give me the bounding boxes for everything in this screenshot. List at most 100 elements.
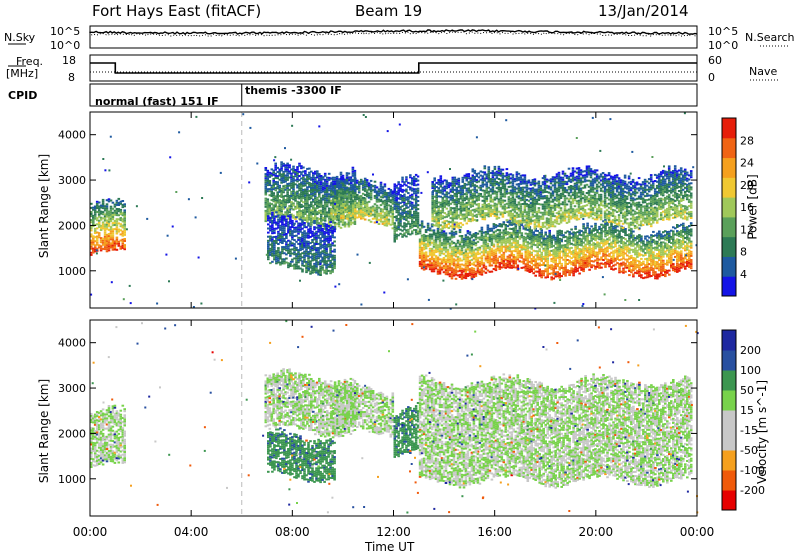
power-cell [546,241,549,244]
power-cell [456,266,460,269]
power-cell [452,270,456,273]
power-cell [482,250,486,252]
power-cell [526,267,530,270]
power-cell [304,208,307,211]
power-cell [299,253,302,256]
power-cell [642,270,645,273]
power-cell [302,205,305,208]
power-cell [414,190,418,193]
power-cell [642,266,645,269]
power-cell [442,261,446,263]
power-cell [352,188,355,191]
power-cell [414,173,418,176]
power-cell [403,222,406,225]
power-cell [504,240,508,243]
power-cell [636,249,639,252]
power-cell [375,204,379,207]
power-cell [614,243,617,246]
power-cell [267,219,270,222]
power-cell [117,240,121,243]
power-cell [600,233,603,236]
power-cell [628,257,631,260]
power-cell [672,263,675,266]
power-cell [689,232,693,235]
power-cell [306,196,309,199]
power-cell [312,174,315,177]
power-cell [668,269,671,272]
power-cell [508,231,512,234]
power-cell [283,215,286,218]
power-cell [576,235,579,238]
power-cell [304,194,307,197]
power-cell [668,273,671,276]
power-cell [546,257,549,260]
power-cell [456,245,460,248]
power-cell [584,229,587,232]
power-cell [546,251,549,254]
power-cell [564,266,567,269]
power-cell [333,248,336,251]
power-cell [604,257,607,260]
power-cell [650,275,653,277]
power-cell [306,182,309,185]
power-cell [97,244,101,247]
power-cell [413,180,416,182]
power-cell [287,227,290,230]
power-cell [317,273,320,276]
power-cell [271,244,274,247]
power-cell [316,213,319,216]
power-cell [319,191,323,194]
power-cell [608,242,611,245]
power-cell [266,204,270,207]
power-cell [540,272,543,275]
power-cell [420,246,424,249]
power-cell [283,248,286,251]
power-cell [590,239,593,242]
power-cell [393,216,396,218]
power-cell [468,231,472,234]
power-cell [464,270,468,273]
power-cell [295,259,298,262]
power-cell [630,269,633,272]
power-cell [401,213,404,216]
power-cell [564,246,567,248]
power-cell [389,191,393,193]
power-cell [399,189,402,192]
power-cell [315,243,318,245]
power-cell [616,237,619,240]
power-cell [274,162,277,165]
power-cell [512,229,516,232]
power-cell [268,194,272,197]
power-cell [327,221,331,224]
power-cell [287,225,290,228]
power-cell [424,255,428,258]
power-cell [689,228,693,231]
power-cell [682,222,685,225]
power-cell [430,256,434,259]
power-cell [302,201,305,204]
power-cell [325,193,329,196]
power-cell [289,216,292,218]
power-cell [292,177,295,180]
power-cell [321,236,324,238]
power-cell [119,211,123,213]
power-cell [264,205,268,208]
power-cell [630,263,633,266]
power-cell [500,262,504,265]
power-cell [334,207,337,210]
power-cell [399,214,402,217]
power-cell [546,237,549,240]
power-cell [275,221,278,224]
power-cell [466,246,470,249]
power-cell [113,224,117,226]
power-cell [652,251,655,254]
power-cell [502,266,506,269]
power-cell [279,228,282,231]
power-cell [520,256,524,259]
power-cell [614,226,617,229]
power-cell [346,178,349,181]
power-cell [383,183,387,186]
power-cell [650,242,653,245]
power-cell [385,216,389,219]
power-cell [436,250,440,253]
